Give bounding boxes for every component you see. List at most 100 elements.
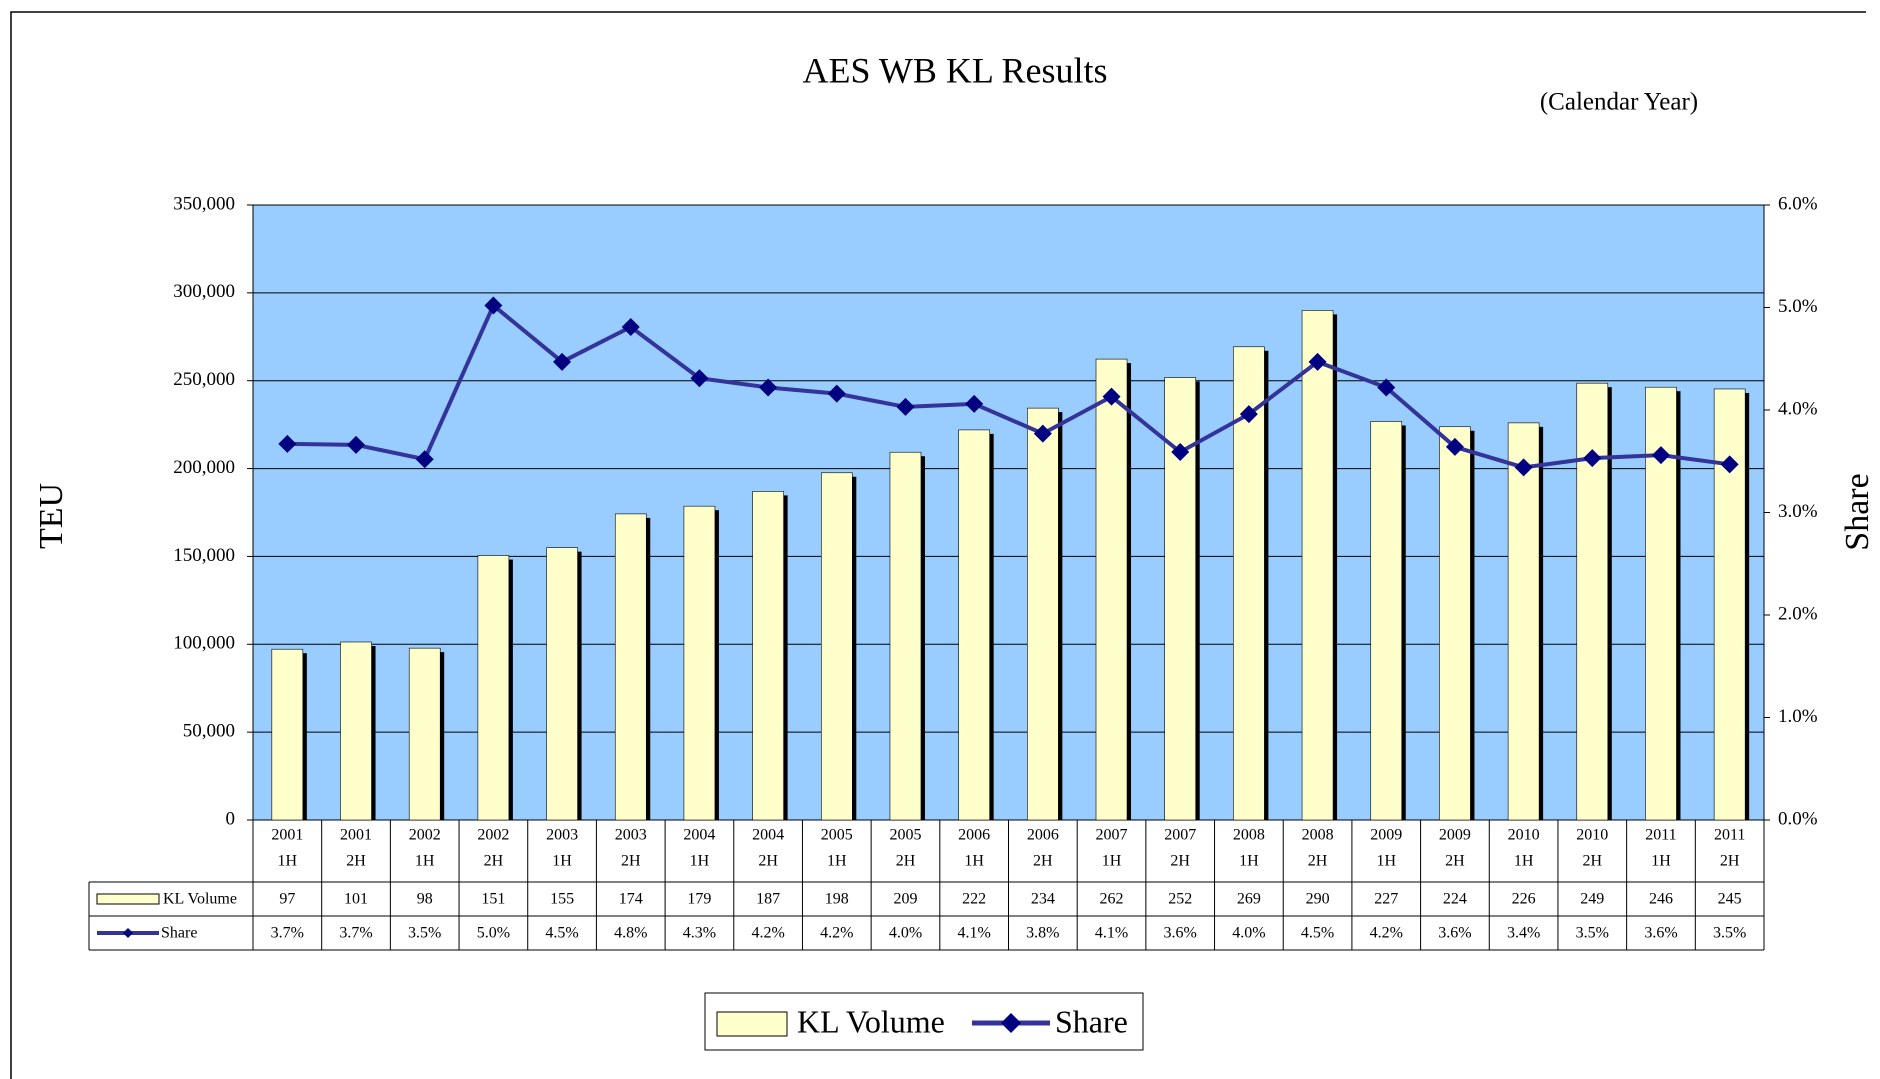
frame <box>10 11 1866 1079</box>
bar <box>271 648 304 821</box>
share-marker <box>553 352 572 371</box>
share-marker <box>347 435 366 454</box>
x-tick-label: 2005 <box>889 827 921 844</box>
x-tick-label: 2006 <box>958 827 990 844</box>
share-marker <box>896 397 915 416</box>
bar <box>408 647 441 821</box>
share-marker <box>621 317 640 336</box>
share-marker <box>1171 443 1190 462</box>
y-tick-label: 200,000 <box>173 457 235 478</box>
share-marker <box>965 394 984 413</box>
x-tick-label: 2H <box>1583 853 1603 870</box>
x-tick-label: 2008 <box>1302 827 1334 844</box>
share-marker <box>1445 437 1464 456</box>
x-tick-label: 2H <box>621 853 641 870</box>
x-tick-label: 2002 <box>409 827 441 844</box>
x-tick-label: 1H <box>690 853 710 870</box>
x-tick-label: 2008 <box>1233 827 1265 844</box>
y-tick-label: 0 <box>226 808 236 829</box>
table-value: 245 <box>1718 891 1742 908</box>
x-tick-label: 2H <box>758 853 778 870</box>
table-value: 226 <box>1512 891 1536 908</box>
y-tick-label: 250,000 <box>173 369 235 390</box>
table-value: 4.1% <box>1095 925 1128 942</box>
legend-label: KL Volume <box>797 1003 945 1039</box>
table-value: 3.4% <box>1507 925 1540 942</box>
table-value: 4.3% <box>683 925 716 942</box>
x-tick-label: 2010 <box>1508 827 1540 844</box>
bar <box>1507 422 1540 821</box>
table-row-label: Share <box>161 925 197 942</box>
y2-tick-label: 4.0% <box>1778 398 1818 419</box>
share-marker <box>1033 424 1052 443</box>
y-tick-label: 350,000 <box>173 193 235 214</box>
bar <box>1301 310 1334 821</box>
y-tick-label: 100,000 <box>173 633 235 654</box>
y-tick-label: 150,000 <box>173 545 235 566</box>
x-tick-label: 2H <box>1308 853 1328 870</box>
table-value: 174 <box>619 891 643 908</box>
bar <box>477 555 510 821</box>
table-value: 222 <box>962 891 986 908</box>
y-axis-label: TEU <box>33 483 70 549</box>
legend-label: Share <box>1055 1003 1128 1039</box>
table-value: 3.6% <box>1438 925 1471 942</box>
table-value: 227 <box>1374 891 1398 908</box>
bar <box>820 472 853 821</box>
y2-tick-label: 3.0% <box>1778 501 1818 522</box>
table-value: 4.0% <box>1232 925 1265 942</box>
x-tick-label: 2H <box>484 853 504 870</box>
table-value: 179 <box>687 891 711 908</box>
table-value: 4.2% <box>751 925 784 942</box>
bar <box>546 547 578 821</box>
x-tick-label: 2007 <box>1164 827 1196 844</box>
table-value: 4.2% <box>820 925 853 942</box>
table-value: 4.8% <box>614 925 647 942</box>
table-value: 198 <box>825 891 849 908</box>
share-marker <box>690 369 709 388</box>
table-value: 246 <box>1649 891 1673 908</box>
x-tick-label: 2003 <box>615 827 647 844</box>
x-tick-label: 2003 <box>546 827 578 844</box>
bar <box>1439 426 1471 821</box>
table-value: 234 <box>1031 891 1055 908</box>
share-marker <box>827 384 846 403</box>
bar <box>1576 382 1609 821</box>
table-value: 252 <box>1168 891 1192 908</box>
table-value: 224 <box>1443 891 1467 908</box>
share-marker <box>1308 352 1327 371</box>
table-value: 3.6% <box>1644 925 1677 942</box>
x-tick-label: 2010 <box>1576 827 1608 844</box>
x-tick-label: 2007 <box>1096 827 1128 844</box>
chart-title: AES WB KL Results <box>802 50 1107 90</box>
x-tick-label: 2H <box>346 853 366 870</box>
table-value: 3.5% <box>1576 925 1609 942</box>
x-tick-label: 1H <box>1239 853 1259 870</box>
share-line <box>287 302 1730 470</box>
y2-tick-label: 2.0% <box>1778 603 1818 624</box>
x-tick-label: 2009 <box>1439 827 1471 844</box>
share-marker <box>1102 387 1121 406</box>
table-value: 97 <box>279 891 295 908</box>
bar <box>1713 388 1746 821</box>
share-marker <box>1583 449 1602 468</box>
share-marker <box>1377 378 1396 397</box>
x-tick-label: 2004 <box>752 827 784 844</box>
bar <box>1095 358 1128 821</box>
x-tick-label: 1H <box>1514 853 1534 870</box>
y2-tick-label: 6.0% <box>1778 193 1818 214</box>
x-tick-label: 1H <box>278 853 298 870</box>
bar <box>1645 386 1677 821</box>
share-marker <box>1720 455 1739 474</box>
x-tick-label: 1H <box>1651 853 1671 870</box>
legend-swatch <box>1001 1013 1021 1033</box>
table-value: 290 <box>1306 891 1330 908</box>
x-tick-label: 2011 <box>1645 827 1676 844</box>
x-tick-label: 1H <box>1376 853 1396 870</box>
table-value: 3.7% <box>271 925 304 942</box>
table-value: 4.0% <box>889 925 922 942</box>
table-swatch <box>96 893 160 905</box>
table-value: 187 <box>756 891 780 908</box>
table-value: 3.5% <box>408 925 441 942</box>
